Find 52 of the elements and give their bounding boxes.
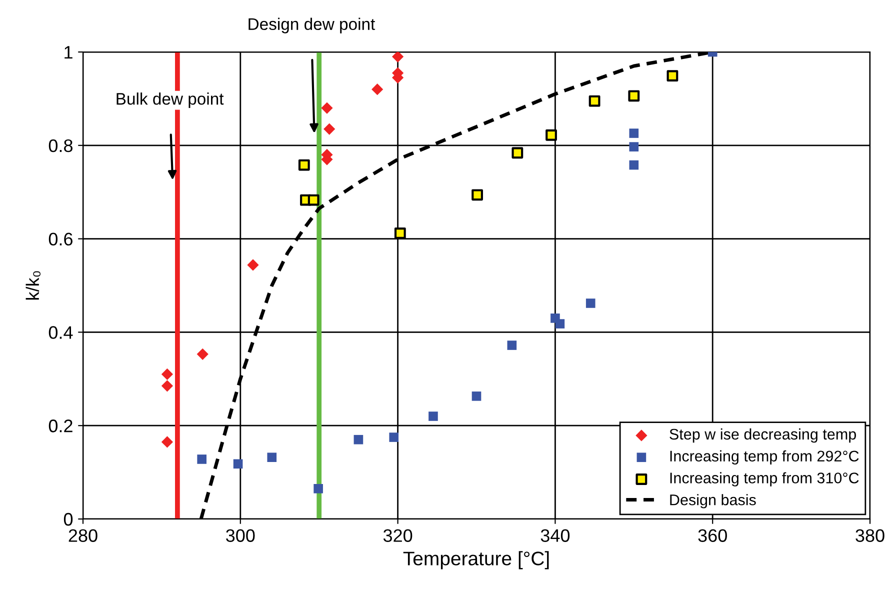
- point: [666, 70, 678, 82]
- legend-label: Design basis: [670, 494, 756, 508]
- x-tick-label: 320: [383, 529, 412, 542]
- ref-line-label: Design dew point: [248, 18, 376, 34]
- x-tick-label: 300: [226, 529, 255, 542]
- y-axis-title: k/k₀: [26, 271, 41, 300]
- point: [389, 432, 399, 442]
- point: [555, 319, 565, 328]
- point: [472, 392, 482, 401]
- x-axis-title: Temperature [°C]: [403, 551, 549, 570]
- point: [308, 194, 320, 206]
- point: [392, 52, 404, 62]
- point: [354, 434, 364, 444]
- point: [267, 452, 277, 462]
- point: [588, 95, 600, 107]
- y-tick-label: 0: [64, 512, 73, 526]
- legend-label: Step w ise decreasing temp: [670, 428, 856, 443]
- point: [298, 159, 310, 171]
- point: [196, 348, 208, 360]
- point: [512, 147, 524, 159]
- x-tick-label: 280: [68, 529, 98, 542]
- point: [586, 298, 596, 308]
- x-tick-label: 340: [540, 529, 570, 542]
- y-tick-label: 0.8: [48, 139, 72, 152]
- legend-label: Increasing temp from 292°C: [670, 450, 859, 465]
- point: [372, 84, 384, 96]
- point: [628, 90, 640, 102]
- point: [233, 459, 243, 469]
- legend-label: Increasing temp from 310°C: [670, 472, 859, 486]
- y-tick-label: 0.2: [48, 420, 72, 432]
- point: [629, 142, 639, 152]
- y-tick-label: 0.4: [48, 326, 73, 339]
- x-tick-label: 380: [856, 529, 884, 542]
- point: [546, 129, 557, 141]
- point: [394, 227, 406, 239]
- point: [247, 259, 259, 271]
- point: [314, 484, 323, 494]
- point: [428, 412, 438, 421]
- point: [629, 128, 639, 138]
- point: [161, 380, 174, 392]
- point: [629, 160, 639, 170]
- point: [324, 123, 336, 135]
- ref-line-label: Bulk dew point: [116, 92, 224, 108]
- point: [321, 102, 333, 114]
- point: [197, 454, 206, 464]
- y-tick-label: 1: [64, 46, 72, 59]
- point: [472, 189, 483, 201]
- point: [161, 368, 174, 380]
- point: [507, 340, 517, 350]
- x-tick-label: 360: [698, 529, 727, 542]
- y-tick-label: 0.6: [48, 232, 72, 246]
- point: [161, 436, 174, 448]
